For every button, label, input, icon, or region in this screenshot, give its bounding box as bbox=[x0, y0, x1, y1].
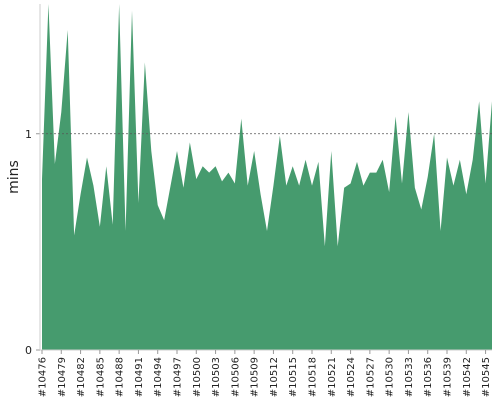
x-tick-label: #10488 bbox=[115, 357, 126, 397]
x-tick-label: #10485 bbox=[95, 357, 106, 397]
y-tick-label: 1 bbox=[25, 128, 32, 141]
x-tick-label: #10497 bbox=[173, 357, 184, 397]
x-tick-label: #10479 bbox=[57, 357, 68, 397]
x-tick-label: #10509 bbox=[250, 357, 261, 397]
x-tick-label: #10506 bbox=[230, 357, 241, 397]
x-axis-ticks: #10476 #10479 #10482 #10485 #10488 #10491 #104… bbox=[38, 350, 492, 397]
x-tick-label: #10491 bbox=[134, 357, 145, 397]
x-tick-label: #10518 bbox=[308, 357, 319, 397]
x-tick-label: #10494 bbox=[153, 357, 164, 397]
x-tick-label: #10500 bbox=[192, 357, 203, 397]
x-tick-label: #10536 bbox=[423, 357, 434, 397]
x-tick-label: #10527 bbox=[365, 357, 376, 397]
y-tick-label: 0 bbox=[25, 344, 32, 357]
series-area bbox=[42, 4, 492, 350]
x-tick-label: #10530 bbox=[385, 357, 396, 397]
x-tick-label: #10524 bbox=[346, 357, 357, 397]
x-tick-label: #10512 bbox=[269, 357, 280, 397]
x-tick-label: #10533 bbox=[404, 357, 415, 397]
x-tick-label: #10482 bbox=[76, 357, 87, 397]
x-tick-label: #10542 bbox=[462, 357, 473, 397]
x-tick-label: #10476 bbox=[38, 357, 49, 397]
y-axis-label: mins bbox=[6, 160, 22, 194]
x-tick-label: #10503 bbox=[211, 357, 222, 397]
x-tick-label: #10521 bbox=[327, 357, 338, 397]
x-tick-label: #10539 bbox=[443, 357, 454, 397]
x-tick-label: #10545 bbox=[481, 357, 492, 397]
x-tick-label: #10515 bbox=[288, 357, 299, 397]
y-axis-ticks: 01 bbox=[25, 128, 40, 357]
